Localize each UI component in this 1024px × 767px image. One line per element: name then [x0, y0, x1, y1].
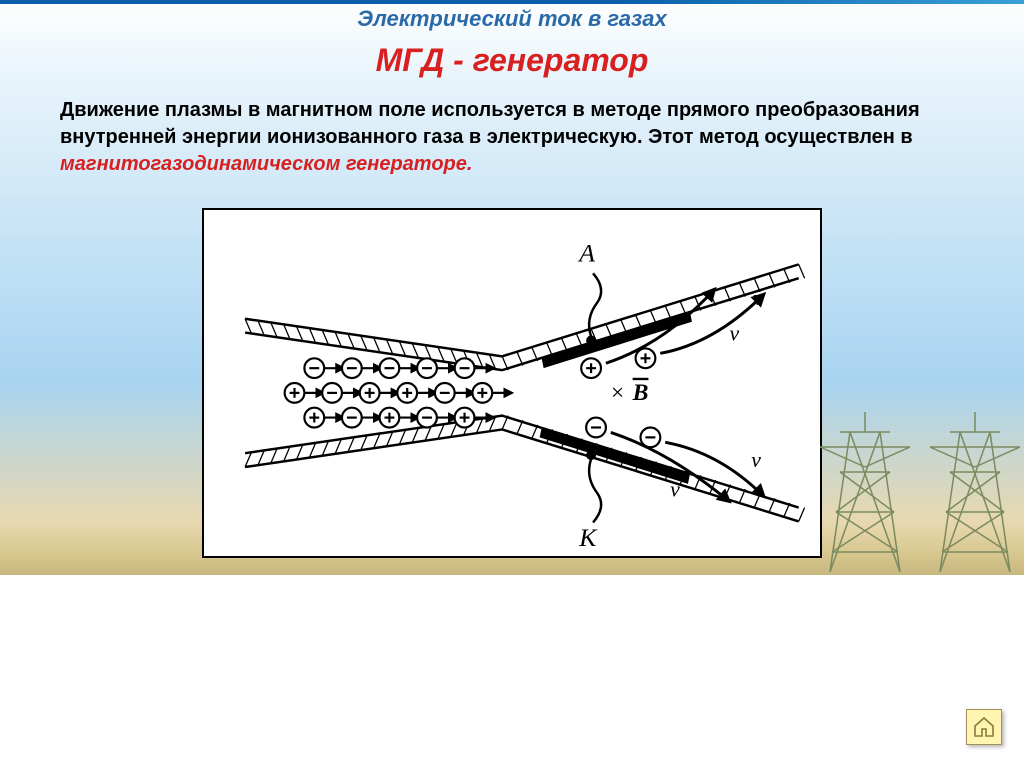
home-icon [972, 715, 996, 739]
background-pylon-left [810, 412, 920, 572]
body-text-highlight: магнитогазодинамическом генераторе. [60, 153, 472, 175]
slide-title-text: МГД - генератор [376, 42, 649, 78]
home-button[interactable] [966, 709, 1002, 745]
slide-topic-text: Электрический ток в газах [357, 6, 667, 31]
slide-topic: Электрический ток в газах [0, 4, 1024, 32]
body-text-main: Движение плазмы в магнитном поле использ… [60, 99, 920, 148]
svg-text:v: v [729, 321, 739, 345]
svg-text:B: B [632, 380, 649, 406]
svg-text:v: v [753, 286, 763, 310]
svg-text:A: A [577, 238, 595, 267]
slide-body: Движение плазмы в магнитном поле использ… [0, 79, 1024, 178]
svg-text:v: v [670, 478, 680, 502]
background-pylon-right [920, 412, 1024, 572]
svg-text:v: v [751, 448, 761, 472]
svg-text:×: × [611, 380, 624, 406]
svg-text:K: K [578, 523, 598, 552]
mhd-generator-diagram: AK×Bvvvv [202, 208, 822, 558]
slide: Электрический ток в газах МГД - генерато… [0, 0, 1024, 767]
slide-title: МГД - генератор [0, 32, 1024, 79]
